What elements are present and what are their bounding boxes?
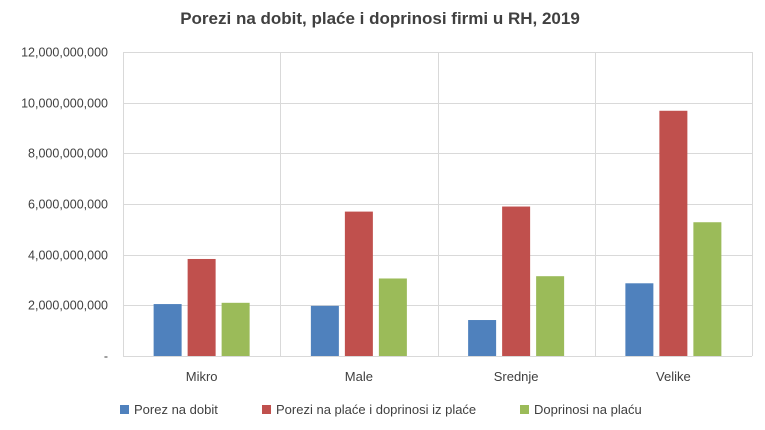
bar-mikro-series-3 <box>221 302 250 356</box>
bar-male-series-1 <box>310 305 339 356</box>
bar-mikro-series-2 <box>187 258 216 356</box>
y-tick-label: 6,000,000,000 <box>28 198 108 212</box>
bar-srednje-series-1 <box>468 320 497 356</box>
legend-label: Doprinosi na plaću <box>534 402 642 417</box>
gridlines <box>123 52 753 357</box>
bar-srednje-series-2 <box>502 206 531 356</box>
x-tick-label: Velike <box>656 369 691 384</box>
bars <box>153 110 722 356</box>
legend: Porez na dobit Porezi na plaće i doprinos… <box>120 402 642 417</box>
legend-swatch <box>262 405 271 414</box>
legend-label: Porez na dobit <box>134 402 218 417</box>
x-axis-ticks: Mikro Male Srednje Velike <box>186 369 691 384</box>
legend-swatch <box>120 405 129 414</box>
bar-velike-series-3 <box>693 222 722 356</box>
x-tick-label: Mikro <box>186 369 218 384</box>
legend-label: Porezi na plaće i doprinosi iz plaće <box>276 402 476 417</box>
legend-swatch <box>520 405 529 414</box>
bar-srednje-series-3 <box>536 276 565 356</box>
y-tick-label: 12,000,000,000 <box>21 46 108 60</box>
y-tick-label: 2,000,000,000 <box>28 299 108 313</box>
bar-velike-series-1 <box>625 283 654 356</box>
x-tick-label: Srednje <box>494 369 539 384</box>
y-tick-label: - <box>104 350 108 364</box>
bar-male-series-3 <box>378 278 407 356</box>
y-tick-label: 4,000,000,000 <box>28 249 108 263</box>
bar-male-series-2 <box>344 211 373 356</box>
y-tick-label: 8,000,000,000 <box>28 147 108 161</box>
bar-mikro-series-1 <box>153 304 182 356</box>
chart-title: Porezi na dobit, plaće i doprinosi firmi… <box>180 9 580 28</box>
bar-velike-series-2 <box>659 110 688 356</box>
y-tick-label: 10,000,000,000 <box>21 97 108 111</box>
x-tick-label: Male <box>345 369 373 384</box>
y-axis-ticks: - 2,000,000,000 4,000,000,000 6,000,000,000… <box>21 46 108 364</box>
